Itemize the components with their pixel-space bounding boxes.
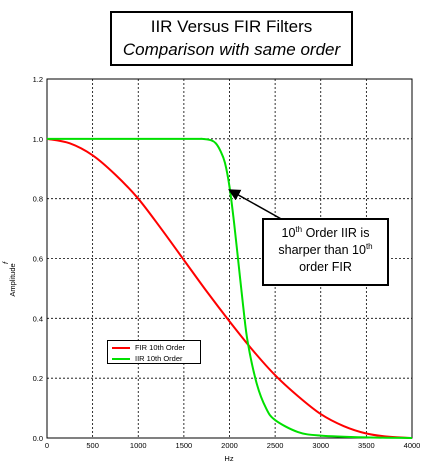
chart-title-box: IIR Versus FIR Filters Comparison with s… bbox=[110, 11, 353, 66]
x-tick-label: 1000 bbox=[130, 441, 147, 450]
legend-label-fir: FIR 10th Order bbox=[135, 343, 186, 352]
annotation-order-number: 10 bbox=[281, 226, 296, 240]
x-axis-label: Hz bbox=[224, 454, 233, 463]
y-tick-label: 1.0 bbox=[33, 135, 43, 144]
plot-frame bbox=[46, 78, 413, 439]
annotation-line-1: 10th Order IIR is bbox=[264, 225, 387, 242]
y-tick-label: 0.4 bbox=[33, 314, 43, 323]
series-line-iir bbox=[47, 137, 413, 439]
chart-title: IIR Versus FIR Filters bbox=[150, 17, 313, 36]
series-line-fir bbox=[46, 137, 413, 439]
y-tick-label: 0.2 bbox=[33, 374, 43, 383]
x-tick-label: 3500 bbox=[358, 441, 375, 450]
annotation-line-1-rest: Order IIR is bbox=[302, 226, 370, 240]
annotation-superscript-1: th bbox=[295, 224, 303, 234]
series-layer bbox=[46, 137, 413, 439]
legend-swatch-iir bbox=[112, 358, 130, 360]
x-tick-label: 1500 bbox=[176, 441, 193, 450]
x-tick-label: 3000 bbox=[312, 441, 329, 450]
legend-swatch-fir bbox=[112, 347, 130, 349]
x-tick-label: 0 bbox=[45, 441, 49, 450]
legend-label-iir: IIR 10th Order bbox=[135, 354, 183, 363]
annotation-line-2: sharper than 10th bbox=[264, 242, 387, 259]
y-axis-label: Amplitude bbox=[8, 263, 17, 296]
tick-labels: 0 500 1000 1500 2000 2500 3000 3500 4000 0.0 0.2 0.… bbox=[33, 75, 421, 450]
y-tick-label: 0.6 bbox=[33, 255, 43, 264]
x-tick-label: 500 bbox=[86, 441, 99, 450]
y-tick-label: 0.0 bbox=[33, 434, 43, 443]
annotation-line-3: order FIR bbox=[299, 260, 352, 274]
y-tick-label: 1.2 bbox=[33, 75, 43, 84]
x-tick-label: 2000 bbox=[221, 441, 238, 450]
annotation-superscript-2: th bbox=[365, 241, 373, 251]
y-tick-label: 0.8 bbox=[33, 195, 43, 204]
legend: FIR 10th Order IIR 10th Order bbox=[107, 340, 201, 364]
annotation-box: 10th Order IIR is sharper than 10th orde… bbox=[262, 218, 389, 286]
chart-subtitle: Comparison with same order bbox=[122, 40, 341, 59]
x-tick-label: 4000 bbox=[404, 441, 421, 450]
x-tick-label: 2500 bbox=[267, 441, 284, 450]
y-axis-label-top: f bbox=[1, 261, 10, 264]
legend-item-iir: IIR 10th Order bbox=[108, 353, 200, 363]
legend-item-fir: FIR 10th Order bbox=[108, 342, 200, 352]
annotation-line-2-text: sharper than 10 bbox=[278, 243, 366, 257]
